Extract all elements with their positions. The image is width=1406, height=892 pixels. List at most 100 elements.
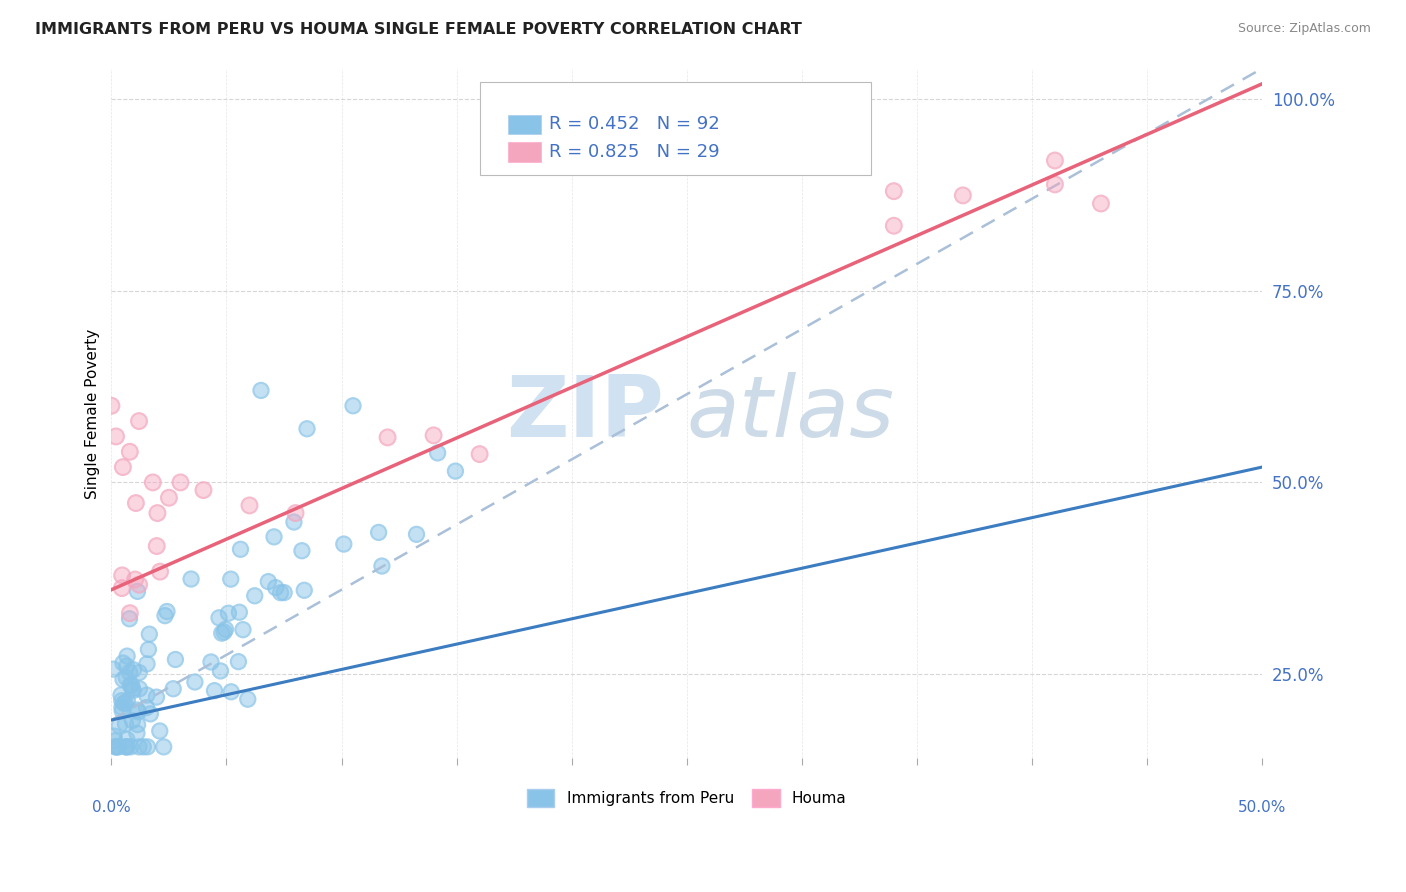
Point bbox=[149, 565, 172, 579]
Point bbox=[125, 496, 148, 510]
Point bbox=[232, 623, 254, 637]
Point bbox=[115, 739, 138, 754]
Point bbox=[135, 688, 157, 702]
Point bbox=[111, 673, 134, 687]
Point bbox=[229, 542, 252, 557]
Point bbox=[283, 515, 305, 529]
Point bbox=[115, 739, 138, 754]
Point bbox=[111, 568, 134, 582]
Point bbox=[115, 659, 138, 673]
Point bbox=[156, 605, 179, 619]
Point bbox=[115, 732, 138, 747]
Point bbox=[121, 681, 143, 696]
Point bbox=[257, 574, 280, 589]
Point bbox=[114, 717, 136, 731]
Point bbox=[426, 446, 449, 460]
Point bbox=[100, 399, 122, 413]
Point bbox=[367, 525, 389, 540]
Point bbox=[127, 717, 149, 731]
Point bbox=[371, 559, 394, 574]
Point bbox=[112, 697, 135, 711]
Point bbox=[153, 608, 176, 623]
Point bbox=[120, 739, 142, 754]
Point bbox=[118, 612, 141, 626]
Point bbox=[136, 739, 159, 754]
Point bbox=[204, 683, 226, 698]
Point bbox=[180, 572, 202, 586]
Point bbox=[1090, 196, 1112, 211]
Point bbox=[117, 694, 139, 708]
Point bbox=[125, 726, 148, 740]
Point bbox=[104, 739, 127, 754]
Point bbox=[125, 496, 148, 510]
Point bbox=[371, 559, 394, 574]
Point bbox=[217, 606, 239, 620]
Y-axis label: Single Female Poverty: Single Female Poverty bbox=[86, 328, 100, 499]
Point bbox=[127, 717, 149, 731]
Point bbox=[127, 705, 149, 719]
Point bbox=[426, 446, 449, 460]
Point bbox=[104, 739, 127, 754]
Point bbox=[138, 627, 160, 641]
Point bbox=[157, 491, 180, 505]
Point bbox=[114, 696, 136, 710]
Point bbox=[105, 739, 128, 754]
Point bbox=[111, 656, 134, 670]
Point bbox=[108, 718, 131, 732]
Point bbox=[138, 642, 160, 657]
Point bbox=[115, 739, 138, 754]
Point bbox=[115, 671, 138, 685]
Point bbox=[209, 664, 232, 678]
Point bbox=[1043, 178, 1066, 192]
Point bbox=[117, 694, 139, 708]
Point bbox=[122, 663, 145, 677]
Point bbox=[367, 525, 389, 540]
Point bbox=[139, 706, 162, 721]
Point bbox=[263, 530, 285, 544]
Point bbox=[270, 585, 292, 599]
Point bbox=[108, 718, 131, 732]
Point bbox=[107, 739, 129, 754]
Point bbox=[228, 655, 250, 669]
Point bbox=[128, 577, 150, 591]
Point bbox=[284, 506, 307, 520]
Point bbox=[156, 605, 179, 619]
Point bbox=[111, 656, 134, 670]
Point bbox=[115, 739, 138, 754]
Point bbox=[243, 589, 266, 603]
Point bbox=[184, 675, 207, 690]
Point bbox=[135, 700, 157, 714]
Point bbox=[142, 475, 165, 490]
Point bbox=[238, 499, 260, 513]
Point bbox=[115, 649, 138, 664]
Point bbox=[135, 688, 157, 702]
Point bbox=[270, 585, 292, 599]
Point bbox=[114, 696, 136, 710]
Point bbox=[209, 664, 232, 678]
Point bbox=[132, 739, 155, 754]
Point bbox=[468, 447, 491, 461]
Point bbox=[127, 703, 149, 717]
Point bbox=[952, 188, 974, 202]
Point bbox=[128, 739, 150, 754]
Point bbox=[142, 475, 165, 490]
Point bbox=[217, 606, 239, 620]
Point bbox=[422, 428, 444, 442]
Point bbox=[165, 652, 187, 666]
Point bbox=[115, 671, 138, 685]
Point bbox=[214, 623, 236, 637]
Point bbox=[208, 611, 231, 625]
Point bbox=[118, 665, 141, 680]
Point bbox=[128, 414, 150, 428]
Point bbox=[228, 605, 250, 619]
Point bbox=[273, 585, 295, 599]
FancyBboxPatch shape bbox=[479, 82, 870, 176]
Point bbox=[127, 705, 149, 719]
Point bbox=[169, 475, 191, 490]
Point bbox=[200, 655, 222, 669]
Point bbox=[111, 694, 134, 708]
Point bbox=[118, 612, 141, 626]
Point bbox=[193, 483, 215, 497]
Point bbox=[104, 734, 127, 748]
Point bbox=[263, 530, 285, 544]
